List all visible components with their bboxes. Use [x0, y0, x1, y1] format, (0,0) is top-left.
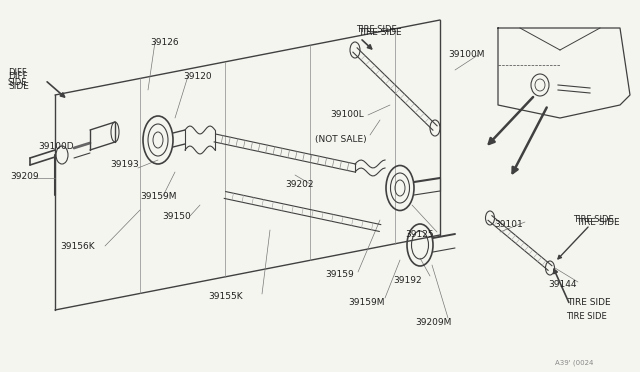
Text: 39192: 39192	[393, 276, 422, 285]
Text: 39156K: 39156K	[60, 242, 95, 251]
Text: TIRE SIDE: TIRE SIDE	[356, 25, 397, 34]
Text: 39150: 39150	[162, 212, 191, 221]
Text: 39125: 39125	[405, 230, 434, 239]
Text: 39159M: 39159M	[348, 298, 385, 307]
Text: 39159: 39159	[325, 270, 354, 279]
Text: DIFF
SIDE: DIFF SIDE	[8, 68, 28, 87]
Text: 39120: 39120	[183, 72, 212, 81]
Text: 39100M: 39100M	[448, 50, 484, 59]
Text: 39155K: 39155K	[208, 292, 243, 301]
Text: TIRE SIDE: TIRE SIDE	[358, 28, 402, 37]
Text: 39159M: 39159M	[140, 192, 177, 201]
Text: 39101: 39101	[494, 220, 523, 229]
Text: 39209M: 39209M	[415, 318, 451, 327]
Text: TIRE SIDE: TIRE SIDE	[576, 218, 620, 227]
Text: 39202: 39202	[285, 180, 314, 189]
Text: (NOT SALE): (NOT SALE)	[315, 135, 367, 144]
Text: 39100D: 39100D	[38, 142, 74, 151]
Text: 39100L: 39100L	[330, 110, 364, 119]
Text: TIRE SIDE: TIRE SIDE	[566, 312, 607, 321]
Text: DIFF
SIDE: DIFF SIDE	[8, 72, 29, 92]
Text: A39' (0024: A39' (0024	[555, 360, 593, 366]
Text: 39126: 39126	[150, 38, 179, 47]
Text: 39144: 39144	[548, 280, 577, 289]
Text: TIRE SIDE: TIRE SIDE	[567, 298, 611, 307]
Text: TIRE SIDE: TIRE SIDE	[573, 215, 614, 224]
Text: 39193: 39193	[110, 160, 139, 169]
Text: 39209: 39209	[10, 172, 38, 181]
